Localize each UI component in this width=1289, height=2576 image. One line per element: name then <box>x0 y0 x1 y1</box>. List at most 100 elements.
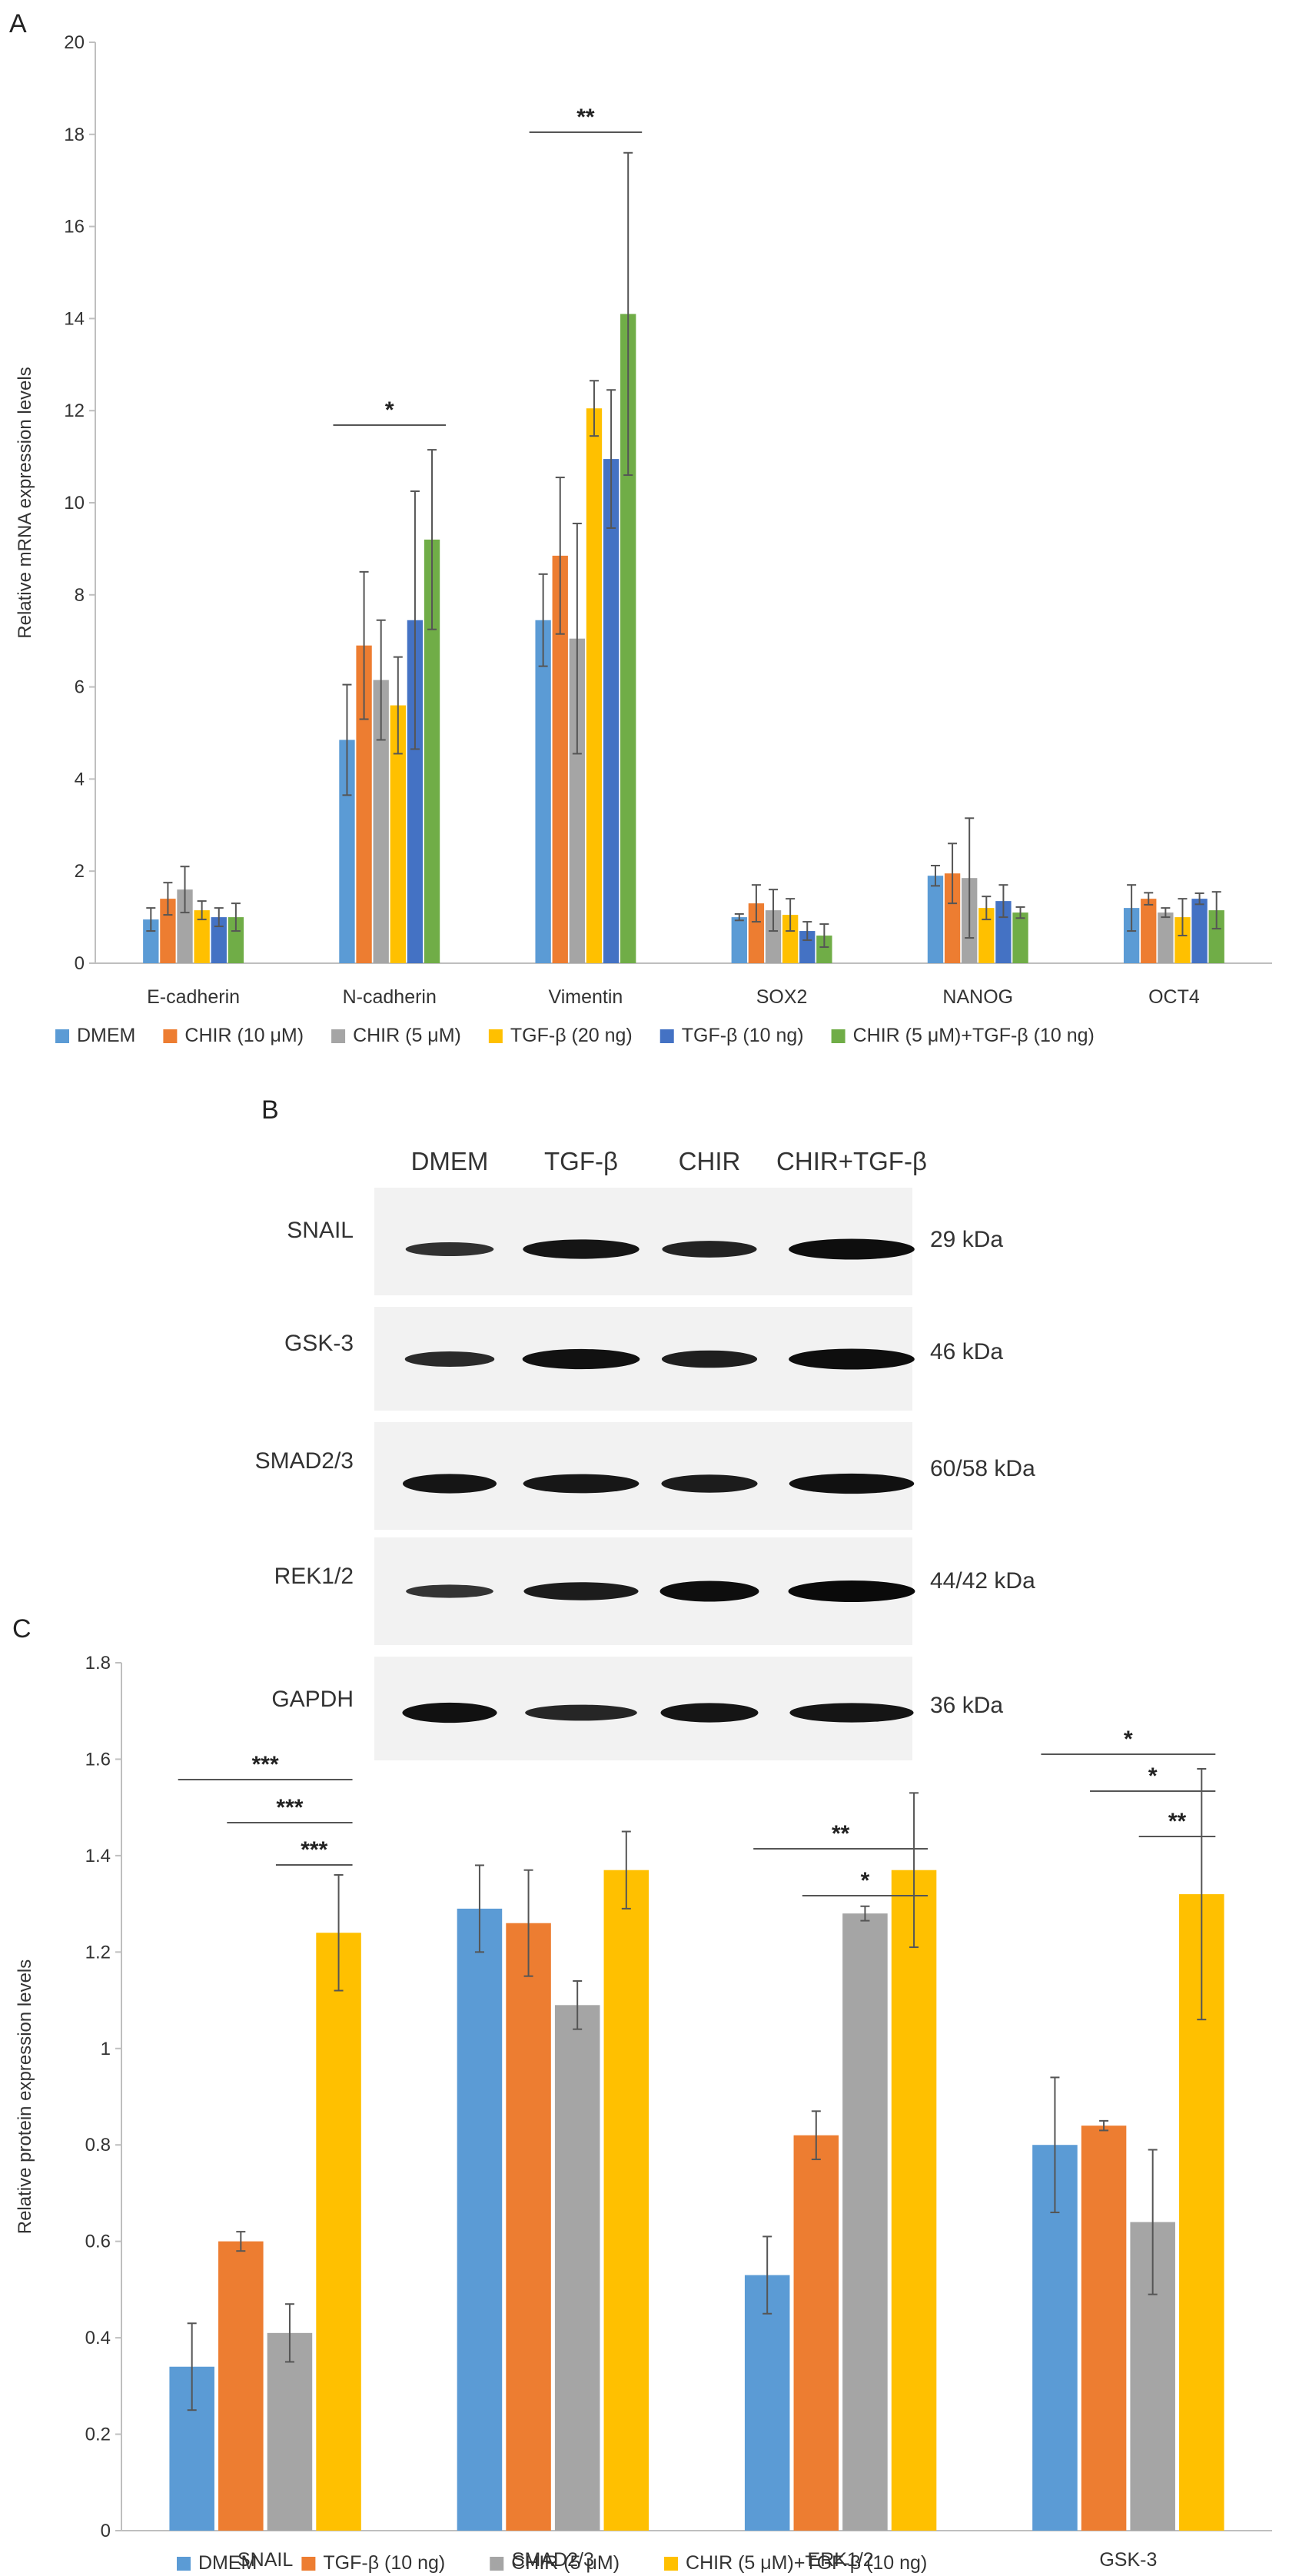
y-tick-label: 6 <box>75 677 85 698</box>
legend-entry: TGF-β (20 ng) <box>510 1025 633 1046</box>
bar <box>1208 910 1224 963</box>
panel-letter: C <box>12 1614 32 1644</box>
bar <box>799 931 816 963</box>
bar <box>407 620 424 963</box>
legend-entry: CHIR (5 μM)+TGF-β (10 ng) <box>853 1025 1095 1046</box>
legend-entry: DMEM <box>198 2552 257 2574</box>
panel-letter: B <box>261 1095 279 1125</box>
y-tick-label: 1.8 <box>85 1653 111 1674</box>
molecular-weight-label: 36 kDa <box>930 1693 1003 1718</box>
blot-band <box>402 1474 497 1494</box>
bar <box>390 705 406 963</box>
panel-letter: A <box>9 9 27 38</box>
y-axis-label: Relative mRNA expression levels <box>15 367 35 638</box>
lane-label: TGF-β <box>544 1147 618 1175</box>
legend-swatch <box>488 1029 503 1043</box>
y-tick-label: 8 <box>75 585 85 606</box>
bar <box>1012 912 1028 963</box>
x-tick-label: SNAIL <box>238 2549 293 2571</box>
x-tick-label: Vimentin <box>549 986 623 1008</box>
blot-band <box>406 1584 493 1598</box>
blot-band <box>789 1703 914 1723</box>
bar <box>748 903 765 963</box>
blot-band <box>523 1582 639 1600</box>
bar <box>194 910 210 963</box>
bar <box>554 2005 600 2531</box>
x-tick-label: SOX2 <box>756 986 808 1008</box>
y-tick-label: 1.6 <box>85 1749 111 1770</box>
blot-band <box>660 1703 759 1723</box>
blot-row: SMAD2/3 60/58 kDa <box>255 1422 1035 1530</box>
legend-swatch <box>831 1029 845 1043</box>
y-tick-label: 4 <box>75 769 85 789</box>
bar <box>373 680 389 963</box>
blot-band <box>661 1474 758 1493</box>
y-tick-label: 14 <box>64 308 85 329</box>
significance-label: ** <box>576 105 595 130</box>
bar <box>1158 912 1174 963</box>
legend-entry: CHIR (5 μM)+TGF-β (10 ng) <box>686 2552 927 2574</box>
legend-entry: TGF-β (10 ng) <box>682 1025 804 1046</box>
blot-band <box>789 1473 915 1494</box>
molecular-weight-label: 46 kDa <box>930 1339 1003 1364</box>
blot-band <box>789 1348 915 1370</box>
legend-entry: CHIR (5 μM) <box>353 1025 461 1046</box>
y-axis-label: Relative protein expression levels <box>15 1959 35 2235</box>
bar <box>816 936 832 963</box>
y-tick-label: 0 <box>75 953 85 974</box>
blot-band <box>522 1348 640 1370</box>
y-tick-label: 20 <box>64 32 85 53</box>
x-tick-label: OCT4 <box>1148 986 1200 1008</box>
protein-label: SMAD2/3 <box>255 1448 354 1474</box>
y-tick-label: 0 <box>101 2521 111 2541</box>
bar <box>569 638 586 963</box>
blot-band <box>405 1241 494 1257</box>
panel-b-blots: B DMEM TGF-β CHIR CHIR+TGF-β SNAIL 29 kDa GSK-3… <box>255 1095 1035 1760</box>
bar <box>978 908 995 963</box>
panel-c-chart: C 0 0.2 0.4 0.6 0.8 1 1.2 1.4 1.6 1.8 Relative prot… <box>12 1614 1272 2574</box>
legend-entry: TGF-β (10 ng) <box>323 2552 445 2574</box>
molecular-weight-label: 60/58 kDa <box>930 1456 1035 1481</box>
x-tick-label: NANOG <box>942 986 1013 1008</box>
significance-label: *** <box>276 1795 303 1820</box>
legend-swatch <box>659 1029 674 1043</box>
bar <box>586 408 603 963</box>
y-tick-label: 16 <box>64 217 85 238</box>
x-tick-label: E-cadherin <box>147 986 240 1008</box>
bar <box>1191 899 1208 963</box>
blot-band <box>788 1581 915 1602</box>
bar <box>506 1923 551 2531</box>
molecular-weight-label: 44/42 kDa <box>930 1568 1035 1594</box>
blot-band <box>404 1351 495 1367</box>
bar <box>457 1908 503 2531</box>
y-tick-label: 1 <box>101 2039 111 2059</box>
significance-label: ** <box>1168 1809 1187 1834</box>
bar <box>731 917 747 963</box>
bar <box>944 873 961 963</box>
bar <box>744 2275 790 2531</box>
y-tick-label: 0.2 <box>85 2425 111 2445</box>
protein-label: REK1/2 <box>274 1564 354 1589</box>
legend-swatch <box>331 1029 346 1043</box>
blot-band <box>662 1241 757 1258</box>
bar <box>765 910 782 963</box>
significance-label: * <box>1148 1763 1158 1789</box>
y-tick-label: 0.8 <box>85 2135 111 2156</box>
blot-band <box>523 1474 640 1494</box>
bar <box>267 2332 313 2531</box>
bar <box>177 889 193 963</box>
y-tick-label: 1.4 <box>85 1846 111 1866</box>
lane-label: DMEM <box>411 1147 489 1175</box>
x-tick-label: SMAD2/3 <box>512 2549 594 2571</box>
protein-label: SNAIL <box>287 1218 354 1243</box>
bar <box>424 539 440 963</box>
bar <box>842 1913 888 2531</box>
bar <box>620 314 636 963</box>
legend-swatch <box>163 1029 178 1043</box>
legend-swatch <box>177 2557 191 2571</box>
bar <box>228 917 244 963</box>
y-tick-label: 10 <box>64 493 85 514</box>
legend-entry: DMEM <box>77 1025 135 1046</box>
bar <box>1081 2126 1127 2531</box>
